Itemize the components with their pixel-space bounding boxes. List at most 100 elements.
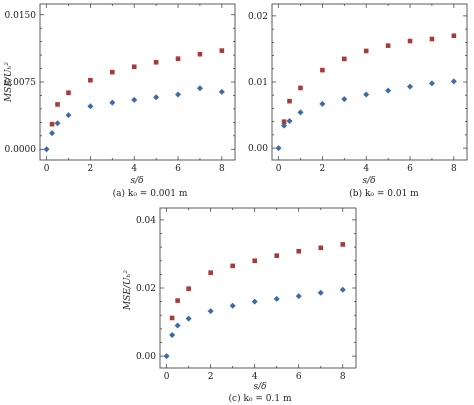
diamond-point-c-2 (174, 322, 181, 329)
square-point-b-6 (385, 43, 391, 48)
diamond-point-c-10 (339, 286, 346, 293)
square-point-c-6 (274, 253, 280, 258)
x-tick-label-b-2: 4 (363, 164, 369, 174)
square-point-a-7 (175, 56, 181, 61)
diamond-point-b-4 (319, 100, 326, 107)
x-tick-label-c-0: 0 (164, 372, 170, 382)
x-tick-label-b-1: 2 (320, 164, 326, 174)
x-axis-label-a: s/δ (130, 176, 143, 186)
square-point-a-0 (49, 121, 55, 127)
square-point-a-8 (197, 51, 203, 57)
square-point-c-7 (296, 248, 302, 254)
marks-a (43, 48, 225, 153)
ticks-b: 0 2 4 6 8 0.00 0.01 0.02 (248, 4, 467, 174)
caption-a: (a) k₀ = 0.001 m (113, 188, 188, 199)
y-tick-label-a-2: 0.0150 (5, 11, 37, 21)
diamond-point-a-7 (153, 94, 160, 101)
square-point-b-5 (363, 48, 369, 54)
square-point-b-3 (320, 67, 325, 73)
x-axis-label-b: s/δ (362, 176, 375, 186)
x-tick-label-a-0: 0 (44, 164, 50, 174)
square-point-c-4 (230, 263, 235, 269)
square-point-c-2 (186, 286, 191, 291)
x-tick-label-a-1: 2 (88, 164, 94, 174)
y-tick-label-b-0: 0.00 (248, 144, 268, 154)
y-tick-label-c-2: 0.04 (136, 216, 156, 226)
x-tick-label-b-0: 0 (276, 164, 282, 174)
diamond-point-a-3 (65, 112, 72, 119)
y-tick-label-c-0: 0.00 (136, 352, 156, 362)
diamond-point-c-4 (207, 308, 214, 315)
square-point-a-4 (110, 69, 115, 75)
y-tick-label-b-1: 0.01 (248, 78, 268, 88)
y-axis-label-c: MSE/Uₕ² (123, 270, 133, 311)
y-axis-label-a: MSE/Uₕ² (4, 62, 14, 103)
y-tick-label-b-2: 0.02 (248, 12, 268, 22)
square-point-b-1 (287, 98, 292, 104)
diamond-point-b-1 (281, 122, 288, 129)
ticks-a: 0 2 4 6 8 0.0000 0.0075 0.0150 (5, 4, 235, 174)
square-point-a-9 (219, 48, 225, 53)
diamond-point-a-0 (43, 146, 50, 153)
ticks-c: 0 2 4 6 8 0.00 0.02 0.04 (136, 208, 356, 382)
x-tick-label-c-4: 8 (340, 372, 346, 382)
marks-b (275, 33, 457, 152)
square-point-c-1 (175, 298, 180, 303)
panel-a: 0 2 4 6 8 0.0000 0.0075 0.0150 s/δ MSE/Uₕ² (a) … (4, 3, 236, 199)
diamond-point-b-5 (341, 96, 348, 103)
diamond-point-c-8 (295, 293, 302, 300)
diamond-point-a-9 (196, 85, 203, 92)
square-point-b-9 (451, 33, 457, 39)
x-axis-label-c: s/δ (253, 382, 266, 392)
diamond-point-c-1 (169, 331, 176, 338)
diamond-point-b-6 (363, 91, 370, 98)
plot-frame-b (271, 3, 468, 161)
square-point-b-7 (407, 38, 413, 44)
marks-c (163, 242, 346, 360)
x-tick-label-b-4: 8 (451, 164, 457, 174)
square-point-a-1 (55, 102, 60, 107)
diamond-point-a-2 (54, 120, 61, 127)
diamond-point-c-3 (185, 315, 192, 322)
diamond-point-a-4 (87, 103, 94, 110)
diamond-point-b-2 (286, 118, 293, 124)
square-point-b-4 (342, 56, 347, 62)
diamond-point-c-0 (163, 353, 170, 360)
diamond-point-b-8 (407, 83, 414, 90)
y-tick-label-a-0: 0.0000 (5, 145, 37, 155)
x-tick-label-c-1: 2 (208, 372, 214, 382)
square-point-c-5 (252, 258, 257, 264)
diamond-point-a-5 (109, 99, 116, 106)
caption-c: (c) k₀ = 0.1 m (229, 393, 292, 404)
square-point-a-6 (153, 59, 159, 65)
plot-frame-a (39, 3, 236, 161)
diamond-point-c-5 (229, 302, 236, 309)
panel-b: 0 2 4 6 8 0.00 0.01 0.02 s/δ (b) k₀ = 0.01 m (248, 3, 468, 199)
diamond-point-a-10 (218, 88, 225, 95)
square-point-a-5 (131, 64, 137, 70)
x-tick-label-c-3: 6 (296, 372, 302, 382)
square-point-a-3 (88, 77, 93, 83)
diamond-point-a-8 (175, 91, 182, 98)
panel-c: 0 2 4 6 8 0.00 0.02 0.04 s/δ MSE/Uₕ² (c) k₀ = 0… (123, 207, 357, 404)
x-tick-label-b-3: 6 (407, 164, 413, 174)
square-point-c-0 (169, 315, 175, 321)
diamond-point-b-9 (428, 80, 435, 87)
diamond-point-c-6 (251, 298, 258, 305)
square-point-b-0 (281, 119, 287, 124)
square-point-b-2 (298, 85, 303, 91)
diamond-point-b-10 (450, 78, 457, 85)
square-point-c-9 (340, 242, 346, 247)
diamond-point-c-7 (273, 295, 280, 302)
diamond-point-b-7 (385, 87, 392, 94)
square-point-b-8 (429, 36, 435, 42)
x-tick-label-a-3: 6 (175, 164, 181, 174)
y-tick-label-c-1: 0.02 (136, 284, 156, 294)
square-point-c-3 (208, 270, 213, 275)
square-point-c-8 (318, 245, 324, 251)
square-point-a-2 (66, 90, 71, 96)
x-tick-label-c-2: 4 (252, 372, 258, 382)
diamond-point-b-3 (297, 109, 304, 116)
diamond-point-a-1 (49, 130, 56, 137)
